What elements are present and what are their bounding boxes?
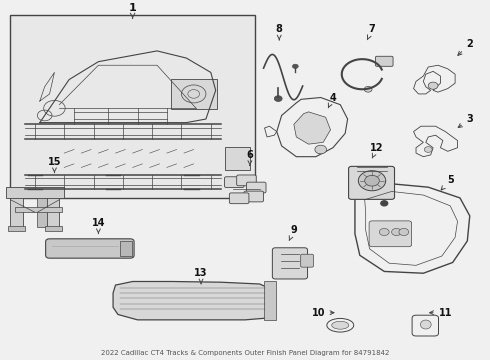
Polygon shape	[47, 194, 59, 226]
FancyBboxPatch shape	[375, 56, 393, 66]
Text: 13: 13	[194, 268, 208, 284]
FancyBboxPatch shape	[412, 315, 439, 336]
Text: 12: 12	[370, 143, 384, 158]
Circle shape	[365, 175, 379, 186]
Polygon shape	[37, 198, 47, 226]
Circle shape	[293, 64, 298, 68]
Polygon shape	[414, 65, 455, 94]
FancyBboxPatch shape	[229, 193, 249, 204]
FancyBboxPatch shape	[348, 166, 394, 199]
FancyBboxPatch shape	[171, 79, 217, 109]
FancyBboxPatch shape	[224, 177, 244, 188]
Text: 1: 1	[129, 3, 137, 18]
Polygon shape	[45, 226, 62, 231]
Text: 15: 15	[48, 157, 61, 173]
FancyBboxPatch shape	[244, 191, 264, 202]
Bar	[10, 15, 255, 198]
Circle shape	[379, 228, 389, 235]
Circle shape	[364, 86, 372, 92]
Text: 11: 11	[430, 308, 452, 318]
Polygon shape	[7, 226, 25, 231]
Polygon shape	[277, 98, 347, 157]
Text: 7: 7	[368, 24, 375, 40]
Polygon shape	[5, 187, 64, 198]
Circle shape	[315, 145, 327, 154]
Polygon shape	[294, 112, 331, 144]
Polygon shape	[265, 126, 277, 137]
Text: 3: 3	[458, 114, 473, 127]
Circle shape	[381, 201, 388, 206]
Polygon shape	[15, 207, 62, 212]
Circle shape	[358, 171, 386, 191]
FancyBboxPatch shape	[264, 281, 276, 320]
Ellipse shape	[420, 320, 431, 329]
Circle shape	[274, 96, 282, 102]
FancyBboxPatch shape	[301, 254, 314, 267]
FancyBboxPatch shape	[237, 175, 256, 186]
Polygon shape	[10, 194, 23, 226]
FancyBboxPatch shape	[120, 241, 132, 256]
Circle shape	[428, 82, 438, 89]
Text: 6: 6	[246, 150, 253, 166]
Polygon shape	[113, 282, 272, 320]
Circle shape	[424, 147, 432, 152]
Text: 4: 4	[328, 93, 336, 108]
Text: 2: 2	[458, 39, 473, 55]
FancyBboxPatch shape	[46, 239, 134, 258]
Circle shape	[392, 228, 401, 235]
Text: 14: 14	[92, 218, 105, 234]
Text: 10: 10	[312, 308, 334, 318]
Polygon shape	[355, 184, 470, 273]
Text: 9: 9	[289, 225, 297, 240]
Circle shape	[399, 228, 409, 235]
FancyBboxPatch shape	[225, 147, 250, 170]
Ellipse shape	[327, 319, 354, 332]
Text: 8: 8	[276, 24, 283, 40]
Ellipse shape	[332, 321, 349, 329]
FancyBboxPatch shape	[369, 221, 412, 247]
FancyBboxPatch shape	[272, 248, 308, 279]
FancyBboxPatch shape	[246, 182, 266, 193]
Polygon shape	[414, 126, 458, 157]
Text: 2022 Cadillac CT4 Tracks & Components Outer Finish Panel Diagram for 84791842: 2022 Cadillac CT4 Tracks & Components Ou…	[101, 350, 389, 356]
Text: 5: 5	[441, 175, 454, 190]
